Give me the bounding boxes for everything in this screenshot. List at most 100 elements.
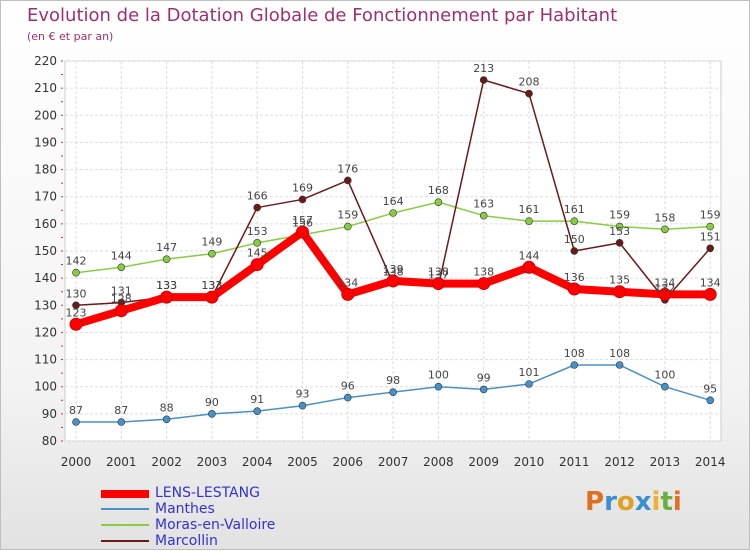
data-point: [114, 304, 128, 318]
y-tick-label: 120: [34, 325, 57, 339]
data-label: 144: [519, 249, 540, 262]
x-tick-label: 2002: [151, 455, 182, 469]
data-label: 108: [609, 347, 630, 360]
data-label: 133: [201, 279, 222, 292]
data-label: 134: [337, 276, 358, 289]
data-label: 88: [160, 401, 174, 414]
y-tick-label: 90: [42, 407, 57, 421]
data-label: 134: [700, 276, 721, 289]
data-point: [615, 239, 624, 247]
data-label: 133: [156, 279, 177, 292]
x-tick-label: 2011: [559, 455, 590, 469]
data-point: [253, 239, 262, 247]
data-label: 156: [292, 217, 313, 230]
data-label: 87: [114, 404, 128, 417]
data-label: 161: [519, 203, 540, 216]
legend-swatch-moras-en-valloire: [101, 524, 149, 526]
data-point: [343, 393, 352, 402]
data-point: [615, 222, 624, 231]
data-point: [298, 401, 307, 410]
data-point: [117, 418, 126, 426]
y-tick-label: 160: [34, 217, 57, 231]
data-label: 159: [337, 209, 358, 222]
data-label: 96: [341, 380, 355, 393]
y-tick-label: 100: [34, 380, 57, 394]
x-tick-labels: 2000 2001 2002 2003 2004 2005 2006 2007 2008 2009…: [61, 455, 726, 469]
y-tick-label: 80: [42, 434, 57, 448]
data-label: 131: [111, 285, 132, 298]
legend-label: Moras-en-Valloire: [155, 517, 276, 533]
data-label: 145: [247, 247, 268, 260]
data-label: 130: [66, 287, 87, 300]
data-label: 135: [609, 274, 630, 287]
data-point: [208, 410, 216, 418]
data-label: 93: [296, 388, 310, 401]
data-label: 149: [201, 236, 222, 249]
data-label: 161: [564, 203, 585, 216]
data-point: [570, 217, 579, 225]
x-tick-label: 2014: [695, 455, 726, 469]
data-point: [253, 203, 262, 212]
data-point: [253, 407, 262, 415]
data-point: [525, 217, 533, 225]
data-label: 159: [609, 209, 630, 222]
data-label: 99: [477, 371, 491, 384]
legend-label: Manthes: [155, 501, 215, 517]
x-tick-label: 2001: [106, 455, 137, 469]
data-label: 213: [473, 62, 494, 75]
data-label: 150: [564, 233, 585, 246]
data-label: 138: [473, 266, 494, 279]
y-tick-label: 180: [34, 163, 57, 177]
proxiti-logo: Proxiti: [585, 487, 682, 517]
legend-item: Manthes: [101, 501, 361, 517]
data-labels: 87 87 88 90 91 93 96 98 100 99 101 108 108 100 95 142 14…: [66, 62, 721, 417]
data-label: 139: [383, 263, 404, 276]
y-tick-label: 210: [34, 81, 57, 95]
data-label: 133: [156, 279, 177, 292]
data-label: 159: [700, 209, 721, 222]
data-point: [72, 301, 80, 310]
data-point: [661, 225, 669, 234]
data-point: [570, 247, 579, 255]
data-label: 176: [337, 162, 358, 175]
x-tick-label: 2003: [197, 455, 228, 469]
data-point: [205, 290, 219, 304]
data-point: [162, 255, 171, 263]
data-point: [706, 396, 715, 405]
data-point: [117, 263, 126, 272]
data-label: 136: [564, 271, 585, 284]
data-label: 164: [383, 195, 404, 208]
data-label: 158: [654, 211, 675, 224]
data-point: [298, 195, 307, 204]
data-label: 138: [428, 266, 449, 279]
data-label: 166: [247, 190, 268, 203]
data-point: [525, 380, 533, 388]
y-tick-label: 220: [34, 54, 57, 68]
data-point: [706, 222, 715, 231]
legend-label: Marcollin: [155, 533, 218, 549]
data-point: [615, 361, 624, 369]
x-tick-label: 2013: [650, 455, 681, 469]
data-label: 142: [66, 255, 87, 268]
data-point: [477, 277, 491, 291]
data-label: 208: [519, 76, 540, 89]
legend-item: Moras-en-Valloire: [101, 517, 361, 533]
legend-swatch-manthes: [101, 508, 149, 510]
y-tick-label: 140: [34, 271, 57, 285]
data-label: 133: [201, 279, 222, 292]
data-label: 100: [654, 369, 675, 382]
data-label: 101: [519, 366, 540, 379]
data-label: 108: [564, 347, 585, 360]
data-point: [479, 211, 488, 220]
legend-swatch-marcollin: [101, 540, 149, 542]
data-label: 87: [69, 404, 83, 417]
x-tick-label: 2007: [378, 455, 409, 469]
data-point: [296, 225, 309, 239]
x-tick-label: 2009: [468, 455, 499, 469]
data-label: 134: [654, 276, 675, 289]
data-point: [570, 361, 579, 369]
x-tick-label: 2010: [514, 455, 545, 469]
data-point: [341, 287, 355, 301]
data-label: 138: [383, 266, 404, 279]
data-point: [479, 385, 488, 394]
